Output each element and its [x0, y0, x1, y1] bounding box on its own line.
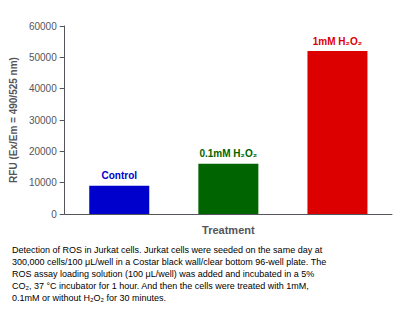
- svg-text:Control: Control: [101, 170, 137, 181]
- svg-text:ROS assay loading solution (10: ROS assay loading solution (100 μL/well)…: [12, 269, 314, 279]
- svg-text:0.1mM H₂O₂: 0.1mM H₂O₂: [199, 148, 257, 159]
- svg-text:CO₂, 37 °C incubator for 1 hou: CO₂, 37 °C incubator for 1 hour. And the…: [12, 281, 309, 291]
- svg-text:1mM H₂O₂: 1mM H₂O₂: [313, 36, 362, 47]
- svg-text:Detection of ROS in Jurkat cel: Detection of ROS in Jurkat cells. Jurkat…: [12, 245, 323, 255]
- svg-text:20000: 20000: [29, 146, 57, 157]
- svg-text:Treatment: Treatment: [202, 224, 255, 236]
- svg-text:300,000 cells/100 μL/well in a: 300,000 cells/100 μL/well in a Costar bl…: [12, 257, 326, 267]
- svg-text:50000: 50000: [29, 52, 57, 63]
- svg-text:30000: 30000: [29, 115, 57, 126]
- svg-text:0.1mM or without H₂O₂ for 30 m: 0.1mM or without H₂O₂ for 30 minutes.: [12, 293, 166, 303]
- svg-text:40000: 40000: [29, 83, 57, 94]
- svg-text:60000: 60000: [29, 21, 57, 32]
- svg-text:10000: 10000: [29, 177, 57, 188]
- svg-text:RFU (Ex/Em = 490/525 nm): RFU (Ex/Em = 490/525 nm): [8, 57, 19, 183]
- svg-text:0: 0: [51, 209, 57, 220]
